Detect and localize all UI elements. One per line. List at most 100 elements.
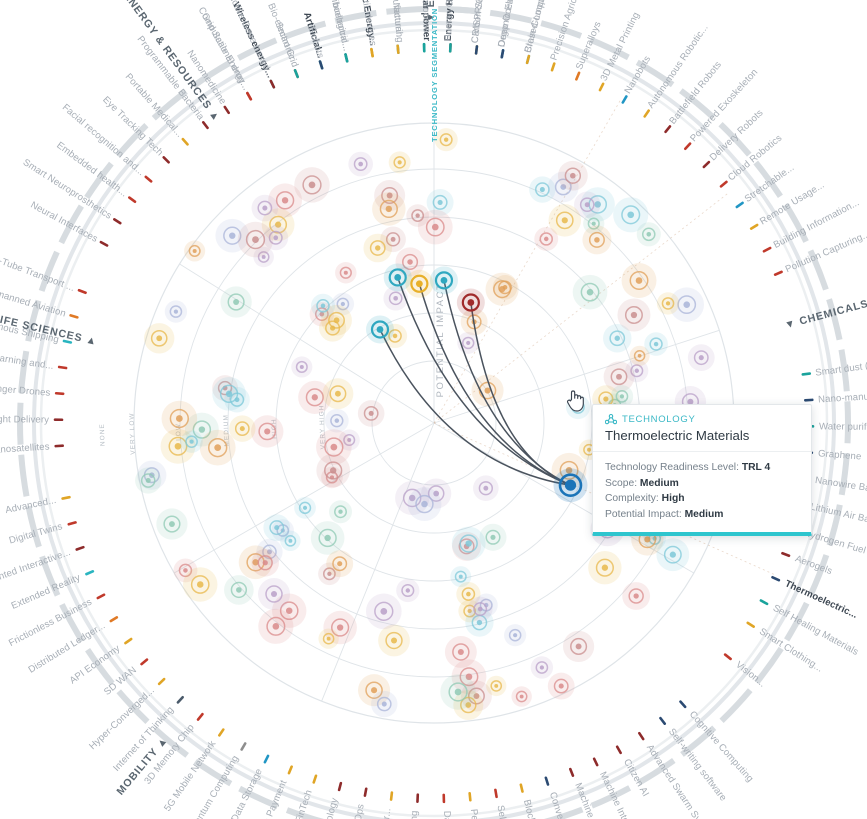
spoke-label[interactable]: DevSecOps bbox=[346, 803, 366, 819]
node-ring bbox=[663, 545, 682, 564]
ring-segment bbox=[284, 20, 327, 40]
node-ring bbox=[463, 604, 477, 618]
node-core bbox=[198, 426, 206, 433]
node-ring bbox=[402, 253, 419, 270]
node-ring[interactable] bbox=[370, 320, 390, 339]
selected-node-core[interactable] bbox=[564, 479, 577, 491]
node-core bbox=[308, 181, 316, 189]
node-ring[interactable] bbox=[410, 274, 429, 293]
spoke-label[interactable]: Human Organ Printing bbox=[443, 0, 458, 41]
node-core bbox=[252, 236, 259, 243]
spoke-label[interactable]: Space solar power bbox=[419, 0, 432, 41]
node-ring bbox=[376, 696, 392, 712]
spoke-label[interactable]: Nano-manufacturing bbox=[818, 389, 867, 405]
node-core bbox=[196, 581, 204, 588]
node-ring[interactable] bbox=[434, 271, 454, 290]
spoke-label[interactable]: Nanosatellites bbox=[0, 442, 50, 457]
technology-tooltip[interactable]: TECHNOLOGY Thermoelectric Materials Tech… bbox=[592, 404, 812, 536]
node-ring bbox=[570, 637, 588, 655]
spoke-tick bbox=[759, 599, 769, 606]
node-core[interactable] bbox=[440, 276, 448, 284]
node-ring bbox=[452, 643, 470, 661]
node-ring bbox=[393, 156, 406, 169]
node-ring bbox=[305, 388, 324, 407]
spoke-label[interactable]: CRISPR/Cas-9 bbox=[470, 0, 488, 44]
spoke-tick bbox=[337, 781, 343, 792]
node-core bbox=[327, 571, 332, 576]
tooltip-kicker-label: TECHNOLOGY bbox=[622, 414, 696, 425]
node-ring bbox=[339, 266, 352, 279]
node-ring bbox=[169, 408, 189, 429]
node-ring bbox=[564, 167, 582, 184]
node-ring bbox=[515, 690, 528, 703]
spoke-label[interactable]: Multi-Factor... bbox=[376, 808, 394, 819]
spoke-label[interactable]: Graphene bbox=[818, 448, 862, 462]
node-core[interactable] bbox=[467, 299, 475, 306]
spoke-label[interactable]: Biomanufacturing bbox=[387, 0, 405, 43]
sector-divider bbox=[433, 329, 720, 424]
node-ring bbox=[629, 271, 649, 291]
node-ring[interactable] bbox=[461, 293, 480, 312]
sector-divider bbox=[173, 422, 435, 574]
node-core bbox=[619, 394, 625, 399]
node-ring bbox=[580, 282, 600, 302]
node-ring bbox=[324, 437, 344, 457]
spoke-label[interactable]: Data Veracity bbox=[441, 811, 454, 819]
spoke-label[interactable]: Energy Harvesting bbox=[443, 0, 458, 41]
spoke-tick bbox=[240, 742, 247, 751]
spoke-label[interactable]: Biological process... bbox=[419, 0, 432, 41]
node-core bbox=[175, 415, 183, 422]
node-core bbox=[392, 333, 398, 339]
selected-node-ring[interactable] bbox=[558, 473, 583, 498]
node-core bbox=[173, 309, 179, 314]
sector-divider bbox=[321, 422, 435, 702]
node-core bbox=[698, 355, 704, 361]
node-core bbox=[145, 478, 151, 484]
node-core bbox=[320, 303, 326, 309]
node-ring bbox=[324, 461, 343, 480]
tooltip-row-value: Medium bbox=[681, 508, 724, 520]
node-core[interactable] bbox=[415, 280, 423, 288]
spoke-label[interactable]: Perfect Online Privacy bbox=[468, 808, 488, 819]
spoke-tick bbox=[615, 745, 622, 755]
node-ring bbox=[649, 337, 663, 351]
spoke-tick bbox=[494, 788, 498, 799]
spoke-tick bbox=[598, 82, 605, 92]
node-core bbox=[466, 340, 471, 346]
spoke-label[interactable]: Water purification... bbox=[819, 421, 867, 433]
ring-segment bbox=[39, 555, 61, 597]
guide-ray bbox=[433, 100, 621, 424]
spoke-label[interactable]: Organic Electronics bbox=[496, 0, 522, 48]
spoke-label[interactable]: Edge Computing bbox=[406, 810, 420, 819]
spoke-label[interactable]: Drone Freight Delivery bbox=[0, 414, 49, 426]
ring-segment bbox=[784, 601, 810, 642]
node-core bbox=[586, 288, 594, 296]
node-ring bbox=[579, 197, 595, 213]
ring-segment bbox=[680, 725, 717, 757]
ring-scale-label: NONE bbox=[99, 423, 107, 446]
ring-segment bbox=[334, 10, 377, 24]
spoke-label[interactable]: Biomimetic devices bbox=[354, 0, 379, 47]
spoke-tick bbox=[468, 791, 472, 802]
node-ring bbox=[262, 544, 277, 560]
spoke-tick bbox=[621, 95, 628, 104]
node-core[interactable] bbox=[394, 274, 402, 281]
node-ring bbox=[257, 555, 273, 571]
node-core bbox=[490, 534, 496, 540]
tooltip-attributes: Technology Readiness Level: TRL 4 Scope: … bbox=[593, 451, 811, 532]
node-core bbox=[358, 161, 364, 167]
node-ring bbox=[323, 567, 336, 581]
node-ring bbox=[316, 299, 330, 313]
node-core bbox=[443, 137, 449, 142]
node-ring[interactable] bbox=[388, 268, 407, 287]
spoke-tick bbox=[592, 757, 599, 767]
node-ring bbox=[402, 488, 422, 508]
node-core bbox=[225, 390, 233, 398]
node-core[interactable] bbox=[376, 326, 384, 333]
node-core bbox=[274, 221, 282, 228]
node-core bbox=[519, 694, 524, 699]
tooltip-row-value: High bbox=[658, 493, 685, 504]
node-ring bbox=[595, 558, 614, 577]
spoke-label[interactable]: Autonomous Robotic... bbox=[645, 22, 710, 110]
